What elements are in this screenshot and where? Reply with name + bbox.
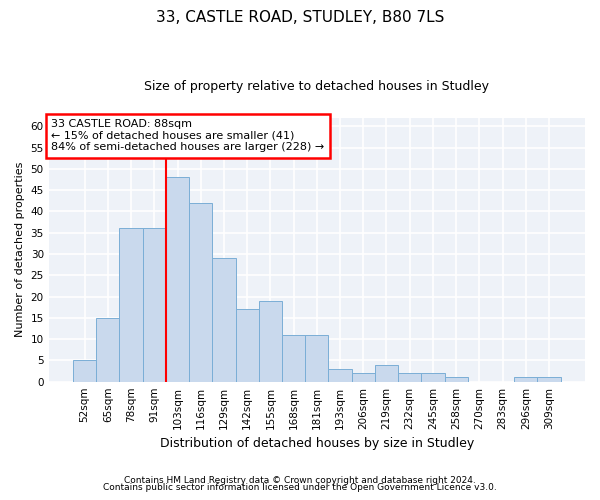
Bar [236,310,259,382]
Bar [421,373,445,382]
Bar [189,203,212,382]
Text: Contains public sector information licensed under the Open Government Licence v3: Contains public sector information licen… [103,484,497,492]
Text: 33 CASTLE ROAD: 88sqm
← 15% of detached houses are smaller (41)
84% of semi-deta: 33 CASTLE ROAD: 88sqm ← 15% of detached … [52,119,325,152]
Bar [538,378,560,382]
Bar [398,373,421,382]
Title: Size of property relative to detached houses in Studley: Size of property relative to detached ho… [145,80,490,93]
Bar [143,228,166,382]
Bar [96,318,119,382]
Y-axis label: Number of detached properties: Number of detached properties [15,162,25,338]
Bar [259,301,282,382]
Bar [514,378,538,382]
Bar [305,335,328,382]
Bar [212,258,236,382]
Bar [352,373,375,382]
Bar [119,228,143,382]
Bar [445,378,468,382]
Bar [328,369,352,382]
Bar [282,335,305,382]
Bar [375,364,398,382]
Bar [73,360,96,382]
Text: Contains HM Land Registry data © Crown copyright and database right 2024.: Contains HM Land Registry data © Crown c… [124,476,476,485]
Bar [166,178,189,382]
X-axis label: Distribution of detached houses by size in Studley: Distribution of detached houses by size … [160,437,474,450]
Text: 33, CASTLE ROAD, STUDLEY, B80 7LS: 33, CASTLE ROAD, STUDLEY, B80 7LS [156,10,444,25]
